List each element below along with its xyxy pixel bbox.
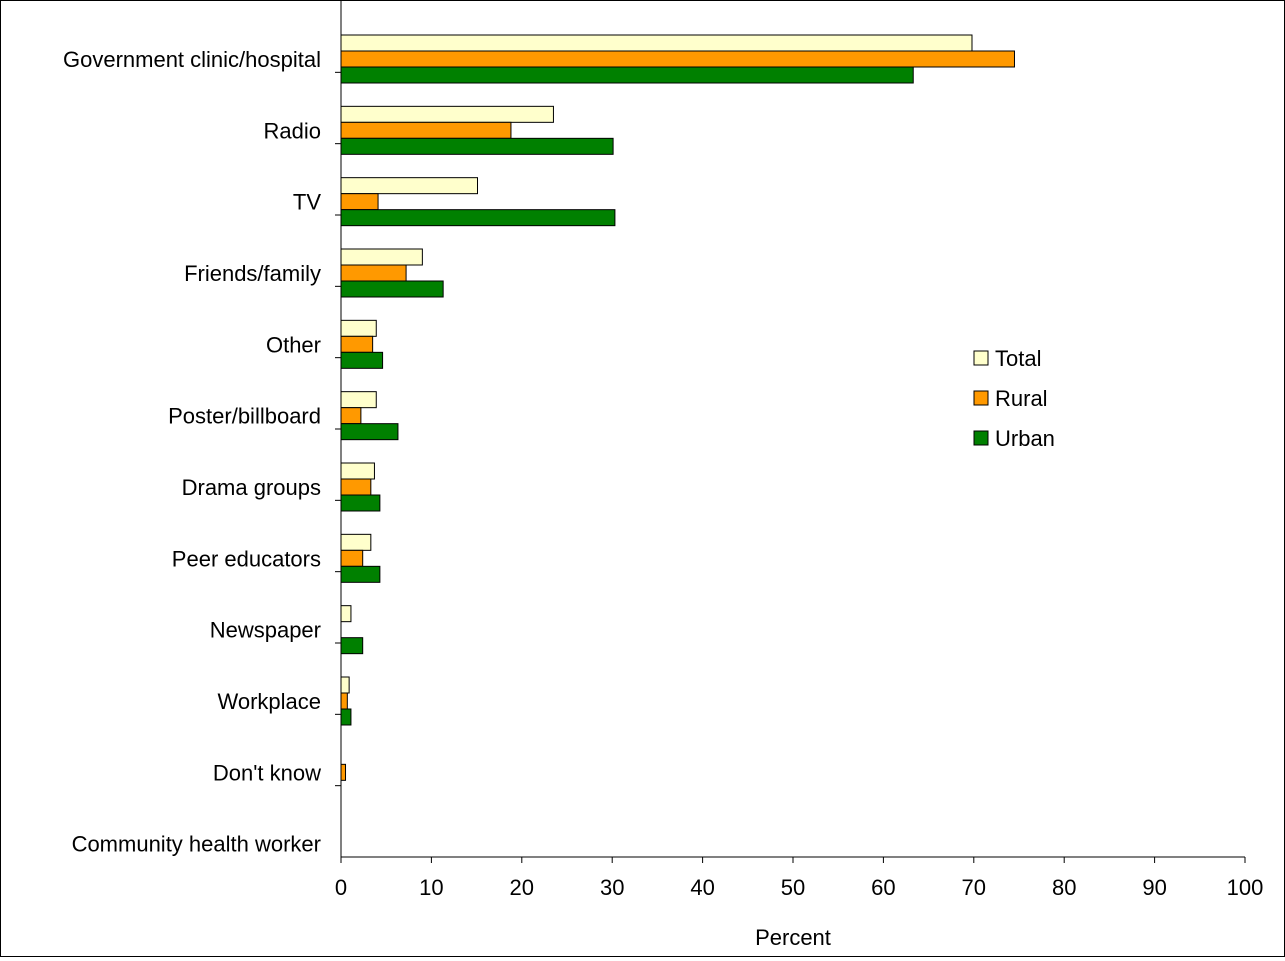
category-label-other: Other xyxy=(266,332,321,357)
x-tick-label: 70 xyxy=(962,875,986,900)
category-label-don-t-know: Don't know xyxy=(213,760,321,785)
bar-rural-peer-educators xyxy=(340,549,364,567)
legend-swatch-urban xyxy=(973,430,989,446)
legend-swatch-rural xyxy=(973,390,989,406)
bar-urban-other xyxy=(340,351,384,369)
bar-rural-other xyxy=(340,335,374,353)
bar-rural-friends-family xyxy=(340,264,407,282)
category-label-tv: TV xyxy=(293,190,321,215)
bars-layer xyxy=(340,34,1015,781)
category-label-poster-billboard: Poster/billboard xyxy=(168,404,321,429)
bar-urban-government-clinic-hospital xyxy=(340,66,914,84)
x-tick-label: 60 xyxy=(871,875,895,900)
category-label-government-clinic-hospital: Government clinic/hospital xyxy=(63,47,321,72)
legend: Total Rural Urban xyxy=(973,346,1055,451)
category-label-peer-educators: Peer educators xyxy=(172,546,321,571)
x-tick-label: 0 xyxy=(335,875,347,900)
bar-urban-drama-groups xyxy=(340,494,381,512)
x-tick-label: 30 xyxy=(600,875,624,900)
bar-rural-workplace xyxy=(340,692,348,710)
category-label-drama-groups: Drama groups xyxy=(182,475,321,500)
bar-total-friends-family xyxy=(340,248,423,266)
bar-urban-radio xyxy=(340,137,614,155)
bar-rural-don-t-know xyxy=(340,763,347,781)
bar-rural-drama-groups xyxy=(340,478,372,496)
bar-urban-workplace xyxy=(340,708,352,726)
x-tick-label: 10 xyxy=(419,875,443,900)
bar-total-drama-groups xyxy=(340,462,375,480)
bar-total-peer-educators xyxy=(340,533,372,551)
bar-total-tv xyxy=(340,177,479,195)
legend-label-rural: Rural xyxy=(995,386,1048,411)
legend-label-urban: Urban xyxy=(995,426,1055,451)
category-label-friends-family: Friends/family xyxy=(184,261,321,286)
bar-urban-peer-educators xyxy=(340,565,381,583)
legend-swatch-total xyxy=(973,350,989,366)
bar-urban-poster-billboard xyxy=(340,423,399,441)
bar-total-poster-billboard xyxy=(340,391,377,409)
x-tick-label: 40 xyxy=(690,875,714,900)
x-tick-label: 80 xyxy=(1052,875,1076,900)
x-tick-label: 50 xyxy=(781,875,805,900)
category-label-radio: Radio xyxy=(264,118,321,143)
bar-rural-government-clinic-hospital xyxy=(340,50,1015,68)
bar-rural-poster-billboard xyxy=(340,407,362,425)
bar-total-newspaper xyxy=(340,605,352,623)
category-labels: Government clinic/hospital Radio TV Friends… xyxy=(63,47,341,857)
category-label-newspaper: Newspaper xyxy=(210,618,321,643)
bar-total-radio xyxy=(340,105,554,123)
x-tick-label: 90 xyxy=(1142,875,1166,900)
x-tick-label: 100 xyxy=(1227,875,1264,900)
bar-total-workplace xyxy=(340,676,350,694)
category-label-workplace: Workplace xyxy=(217,689,321,714)
x-axis-label: Percent xyxy=(755,925,831,950)
bar-urban-friends-family xyxy=(340,280,444,298)
bar-total-government-clinic-hospital xyxy=(340,34,973,52)
bar-urban-tv xyxy=(340,209,616,227)
bar-urban-newspaper xyxy=(340,637,364,655)
bar-rural-tv xyxy=(340,193,379,211)
x-tick-label: 20 xyxy=(510,875,534,900)
bar-rural-radio xyxy=(340,121,512,139)
x-ticks: 0 10 20 30 40 50 60 70 80 90 100 xyxy=(335,857,1263,900)
bar-total-other xyxy=(340,319,377,337)
legend-label-total: Total xyxy=(995,346,1041,371)
category-label-community-health-worker: Community health worker xyxy=(72,832,321,857)
